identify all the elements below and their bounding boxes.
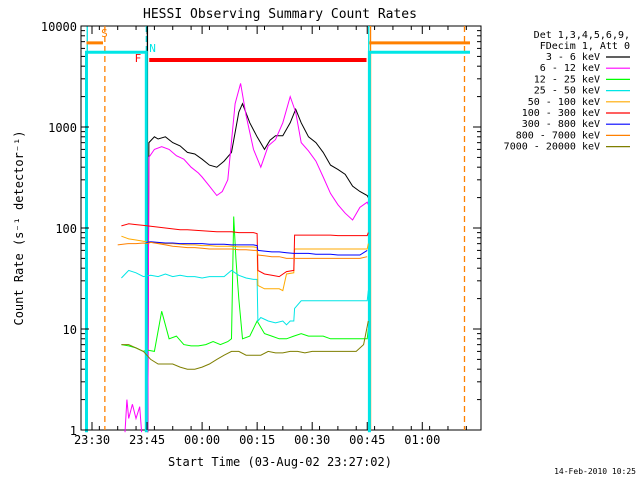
- y-tick-label-3: 1000: [48, 121, 77, 135]
- legend-label-8: 7000 - 20000 keV: [504, 142, 600, 153]
- x-tick-label-4: 00:30: [294, 433, 330, 447]
- legend-label-0: 3 - 6 keV: [546, 52, 600, 63]
- vertical-markers: [86, 26, 466, 430]
- legend-header-0: Det 1,3,4,5,6,9,: [534, 30, 630, 41]
- series-0-seg-0: [147, 102, 369, 433]
- series-lines: [85, 41, 470, 433]
- series-8-seg-0: [121, 320, 369, 370]
- x-axis-label: Start Time (03-Aug-02 23:27:02): [168, 455, 392, 469]
- legend-header-1: FDecim 1, Att 0: [540, 41, 630, 52]
- series-1-seg-1: [147, 83, 369, 433]
- series-5-seg-0: [121, 223, 369, 278]
- series-1-seg-0: [124, 399, 143, 433]
- chart-title: HESSI Observing Summary Count Rates: [143, 7, 417, 22]
- series-3-seg-2: [367, 50, 470, 433]
- annotation-2: F: [135, 52, 142, 65]
- y-axis: 1 10 100 1000 10000: [41, 20, 481, 438]
- series-4-seg-0: [121, 235, 369, 292]
- plot-frame: [80, 25, 482, 431]
- y-axis-label: Count Rate (s⁻¹ detector⁻¹): [12, 130, 26, 325]
- series-6-seg-0: [146, 241, 368, 256]
- footer-date: 14-Feb-2010 10:25: [554, 467, 636, 476]
- annotations: S NF: [101, 27, 156, 65]
- x-tick-label-6: 01:00: [404, 433, 440, 447]
- x-tick-label-0: 23:30: [74, 433, 110, 447]
- legend: Det 1,3,4,5,6,9,FDecim 1, Att 03 - 6 keV…: [504, 30, 630, 153]
- x-tick-label-2: 00:00: [184, 433, 220, 447]
- legend-label-4: 50 - 100 keV: [528, 97, 600, 108]
- x-tick-label-5: 00:45: [349, 433, 385, 447]
- series-3-seg-0: [85, 50, 148, 433]
- legend-label-5: 100 - 300 keV: [522, 108, 600, 119]
- annotation-1: N: [149, 42, 156, 55]
- legend-label-7: 800 - 7000 keV: [516, 130, 600, 141]
- x-tick-label-1: 23:45: [129, 433, 165, 447]
- series-3-seg-1: [121, 269, 369, 326]
- series-2-seg-0: [121, 216, 369, 352]
- y-tick-label-2: 100: [55, 222, 77, 236]
- legend-label-2: 12 - 25 keV: [534, 74, 600, 85]
- legend-label-3: 25 - 50 keV: [534, 86, 600, 97]
- x-tick-label-3: 00:15: [239, 433, 275, 447]
- x-axis: 23:30 23:45 00:00 00:15 00:30 00:45 01:00: [74, 26, 467, 447]
- y-tick-label-4: 10000: [41, 20, 77, 34]
- legend-label-1: 6 - 12 keV: [540, 63, 600, 74]
- legend-label-6: 300 - 800 keV: [522, 119, 600, 130]
- annotation-0: S: [101, 27, 108, 40]
- y-tick-label-1: 10: [63, 323, 77, 337]
- series-7-seg-1: [117, 241, 368, 259]
- y-tick-label-0: 1: [70, 424, 77, 438]
